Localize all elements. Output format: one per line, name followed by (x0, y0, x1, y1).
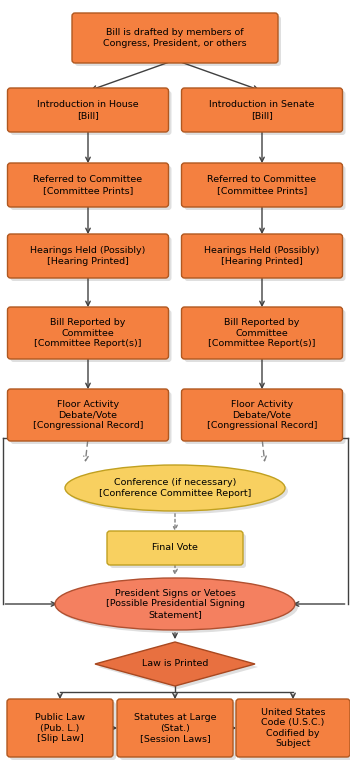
Text: Referred to Committee
[Committee Prints]: Referred to Committee [Committee Prints] (208, 175, 316, 195)
FancyBboxPatch shape (7, 163, 168, 207)
Ellipse shape (58, 581, 298, 633)
Text: Hearings Held (Possibly)
[Hearing Printed]: Hearings Held (Possibly) [Hearing Printe… (204, 246, 320, 266)
FancyBboxPatch shape (7, 234, 168, 278)
FancyBboxPatch shape (182, 88, 343, 132)
Text: Bill is drafted by members of
Congress, President, or others: Bill is drafted by members of Congress, … (103, 28, 247, 47)
FancyBboxPatch shape (239, 702, 350, 760)
Text: Hearings Held (Possibly)
[Hearing Printed]: Hearings Held (Possibly) [Hearing Printe… (30, 246, 146, 266)
Text: Bill Reported by
Committee
[Committee Report(s)]: Bill Reported by Committee [Committee Re… (208, 318, 316, 348)
Text: President Signs or Vetoes
[Possible Presidential Signing
Statement]: President Signs or Vetoes [Possible Pres… (105, 589, 245, 619)
FancyBboxPatch shape (182, 307, 343, 359)
FancyBboxPatch shape (236, 699, 350, 757)
FancyBboxPatch shape (10, 392, 172, 444)
FancyBboxPatch shape (7, 699, 113, 757)
FancyBboxPatch shape (184, 166, 345, 210)
Text: Introduction in Senate
[Bill]: Introduction in Senate [Bill] (209, 100, 315, 120)
FancyBboxPatch shape (184, 91, 345, 135)
FancyBboxPatch shape (110, 534, 246, 568)
FancyBboxPatch shape (182, 389, 343, 441)
FancyBboxPatch shape (184, 310, 345, 362)
Text: Final Vote: Final Vote (152, 543, 198, 552)
Text: Public Law
(Pub. L.)
[Slip Law]: Public Law (Pub. L.) [Slip Law] (35, 713, 85, 743)
FancyBboxPatch shape (10, 91, 172, 135)
Ellipse shape (68, 468, 288, 514)
FancyBboxPatch shape (182, 234, 343, 278)
Text: Law is Printed: Law is Printed (142, 659, 208, 668)
FancyBboxPatch shape (184, 392, 345, 444)
FancyBboxPatch shape (75, 16, 281, 66)
FancyBboxPatch shape (10, 702, 116, 760)
FancyBboxPatch shape (7, 389, 168, 441)
FancyBboxPatch shape (182, 163, 343, 207)
Text: Statutes at Large
(Stat.)
[Session Laws]: Statutes at Large (Stat.) [Session Laws] (134, 713, 216, 743)
Polygon shape (95, 642, 255, 686)
FancyBboxPatch shape (10, 237, 172, 281)
Polygon shape (98, 645, 258, 689)
FancyBboxPatch shape (7, 307, 168, 359)
Text: Referred to Committee
[Committee Prints]: Referred to Committee [Committee Prints] (34, 175, 142, 195)
Ellipse shape (65, 465, 285, 511)
FancyBboxPatch shape (107, 531, 243, 565)
FancyBboxPatch shape (120, 702, 236, 760)
FancyBboxPatch shape (10, 166, 172, 210)
Text: Floor Activity
Debate/Vote
[Congressional Record]: Floor Activity Debate/Vote [Congressiona… (207, 400, 317, 430)
Text: United States
Code (U.S.C.)
Codified by
Subject: United States Code (U.S.C.) Codified by … (261, 708, 325, 748)
FancyBboxPatch shape (184, 237, 345, 281)
Text: Floor Activity
Debate/Vote
[Congressional Record]: Floor Activity Debate/Vote [Congressiona… (33, 400, 143, 430)
FancyBboxPatch shape (72, 13, 278, 63)
Ellipse shape (55, 578, 295, 630)
Text: Bill Reported by
Committee
[Committee Report(s)]: Bill Reported by Committee [Committee Re… (34, 318, 142, 348)
Text: Conference (if necessary)
[Conference Committee Report]: Conference (if necessary) [Conference Co… (99, 478, 251, 497)
FancyBboxPatch shape (10, 310, 172, 362)
FancyBboxPatch shape (7, 88, 168, 132)
FancyBboxPatch shape (117, 699, 233, 757)
Text: Introduction in House
[Bill]: Introduction in House [Bill] (37, 100, 139, 120)
